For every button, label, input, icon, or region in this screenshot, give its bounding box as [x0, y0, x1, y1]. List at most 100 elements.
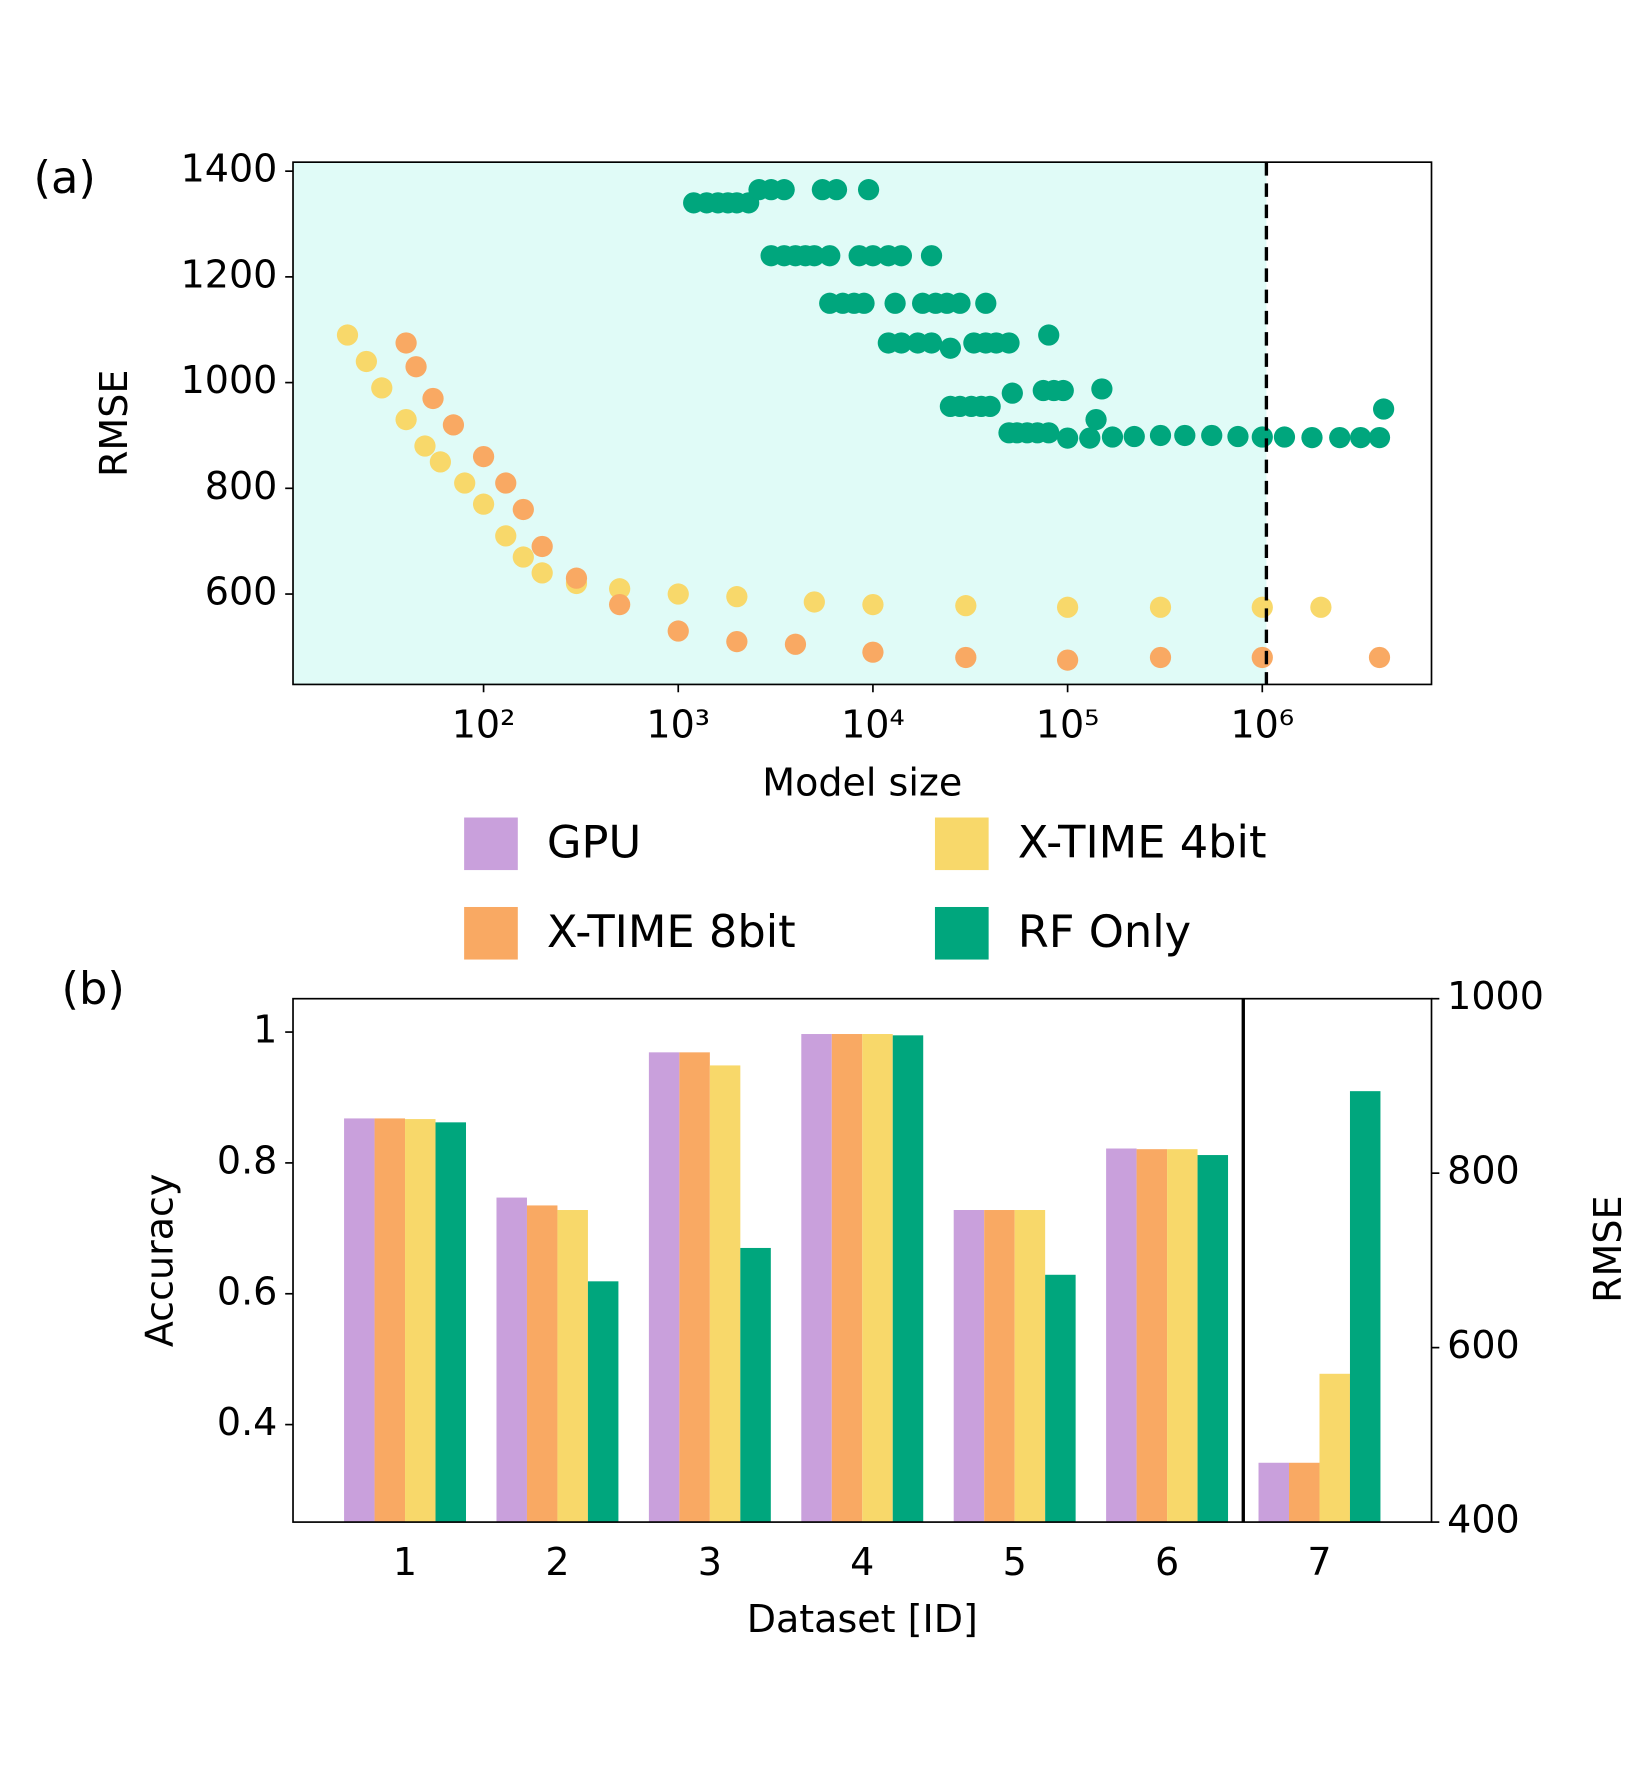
point [1001, 382, 1023, 404]
point [726, 630, 748, 653]
y2-tick-label: 400 [1447, 1498, 1520, 1542]
x-tick-label: 3 [698, 1540, 722, 1584]
point [495, 472, 517, 494]
bar [831, 1034, 863, 1523]
point [1251, 426, 1273, 448]
bar [1136, 1149, 1168, 1523]
bar [709, 1065, 741, 1523]
point [1368, 426, 1391, 449]
bar [496, 1197, 527, 1523]
x-tick-label: 10⁵ [1036, 702, 1100, 746]
legend-swatch [934, 906, 989, 960]
point [1101, 426, 1124, 448]
x-axis-label: Dataset [ID] [747, 1597, 978, 1641]
point [998, 332, 1020, 354]
bar [1349, 1091, 1381, 1523]
point [565, 567, 588, 589]
bar [1197, 1155, 1229, 1523]
point [773, 179, 795, 201]
point [667, 583, 689, 605]
point [1149, 646, 1172, 669]
point [1079, 427, 1101, 449]
y-tick-label: 800 [205, 464, 278, 508]
point [414, 435, 436, 457]
point [1350, 426, 1372, 449]
y2-tick-label: 1000 [1447, 974, 1544, 1018]
point [862, 245, 884, 267]
y-axis-label: RMSE [92, 370, 136, 477]
point [454, 472, 476, 494]
bar [1319, 1373, 1350, 1523]
point [1149, 596, 1172, 618]
legend-swatch [934, 817, 989, 871]
axes-frame [292, 161, 1433, 686]
point [955, 646, 977, 669]
legend-swatch [464, 817, 518, 871]
point [609, 578, 631, 600]
bar [892, 1035, 924, 1523]
legend-label: X-TIME 8bit [547, 905, 796, 958]
legend-label: RF Only [1018, 905, 1191, 958]
x-tick-label: 10⁴ [841, 702, 905, 746]
panel-label: (b) [62, 962, 125, 1015]
point [920, 245, 943, 267]
y-tick-label: 0.8 [217, 1138, 277, 1182]
bar [374, 1118, 406, 1523]
point [336, 324, 359, 346]
point [395, 408, 417, 431]
x-tick-label: 5 [1003, 1540, 1027, 1584]
point [1329, 426, 1351, 449]
y-tick-label: 1200 [181, 252, 278, 296]
point [667, 620, 689, 642]
bar [801, 1034, 832, 1523]
point [803, 591, 825, 613]
point [1301, 426, 1323, 449]
bar [405, 1119, 436, 1523]
point [355, 350, 377, 373]
point [1038, 324, 1060, 346]
x-tick-label: 7 [1307, 1540, 1331, 1584]
x-axis-label: Model size [762, 761, 962, 805]
point [853, 292, 875, 314]
x-tick-label: 10⁶ [1230, 702, 1294, 746]
bar [1289, 1462, 1320, 1523]
x-tick-label: 1 [393, 1540, 417, 1584]
point [1149, 424, 1172, 447]
legend-swatch [464, 906, 518, 960]
point [857, 179, 880, 201]
point [862, 593, 884, 616]
point [803, 245, 825, 267]
point [920, 332, 943, 354]
bar [740, 1247, 771, 1523]
bar [679, 1052, 710, 1523]
point [1123, 425, 1145, 448]
y-tick-label: 1 [253, 1008, 277, 1052]
point [1368, 646, 1391, 669]
point [395, 332, 417, 354]
point [1038, 422, 1060, 444]
x-tick-label: 4 [850, 1540, 874, 1584]
point [949, 292, 971, 314]
x-tick-label: 10³ [646, 702, 710, 746]
point [1174, 424, 1196, 447]
point [1052, 379, 1074, 402]
point [939, 337, 962, 359]
point [726, 586, 748, 608]
bar [526, 1205, 558, 1523]
point [1251, 646, 1273, 669]
point [1056, 649, 1079, 671]
point [442, 414, 465, 436]
point [825, 179, 848, 201]
x-tick-label: 10² [452, 702, 516, 746]
y2-tick-label: 600 [1447, 1323, 1520, 1367]
bar [1014, 1210, 1046, 1523]
bar [1167, 1149, 1198, 1523]
bar [587, 1281, 619, 1523]
y2-axis-label: RMSE [1586, 1196, 1630, 1303]
bar [557, 1210, 588, 1523]
bar [953, 1210, 985, 1523]
x-tick-label: 6 [1155, 1540, 1179, 1584]
legend-label: GPU [547, 815, 641, 868]
bar [648, 1052, 680, 1523]
